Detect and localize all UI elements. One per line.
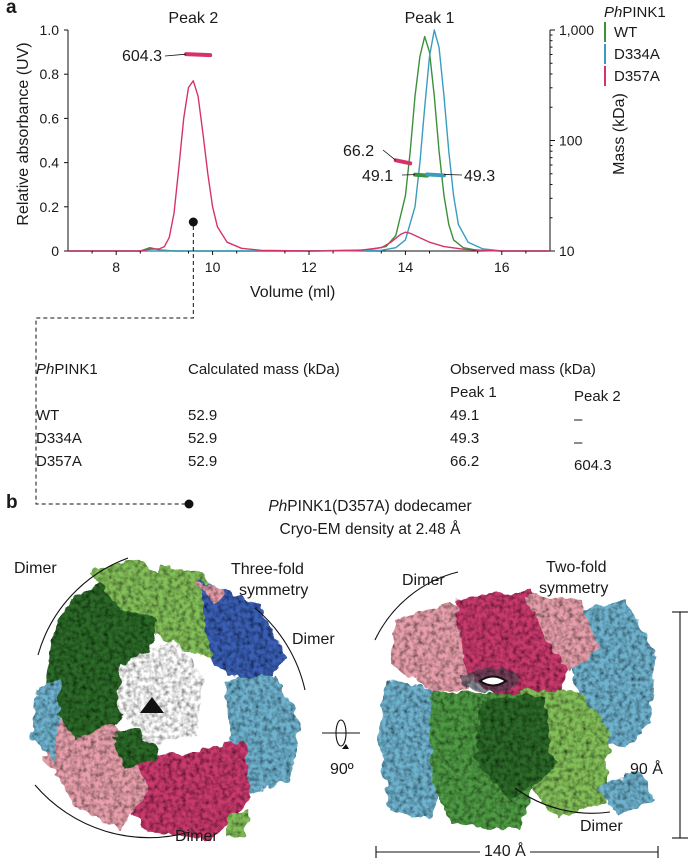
- left-dimer-label-right: Dimer: [292, 631, 335, 649]
- rotation-label: 90º: [330, 761, 354, 779]
- two-fold-label-line1: Two-fold: [546, 559, 606, 577]
- width-scale-label: 140 Å: [480, 843, 530, 861]
- two-fold-symmetry-lens-icon: [480, 677, 506, 686]
- right-dimer-label-top: Dimer: [402, 572, 445, 590]
- left-dimer-label-top: Dimer: [14, 560, 57, 578]
- height-scale-label: 90 Å: [630, 761, 663, 779]
- two-fold-label-line2: symmetry: [539, 580, 608, 598]
- two-fold-view-density: [378, 590, 655, 830]
- right-dimer-label-bottom: Dimer: [580, 818, 623, 836]
- left-dimer-label-bottom: Dimer: [175, 828, 218, 846]
- three-fold-view-density: [32, 560, 300, 840]
- three-fold-label-line2: symmetry: [239, 582, 308, 600]
- three-fold-label-line1: Three-fold: [231, 561, 304, 579]
- height-scale-bar: [672, 612, 688, 838]
- rotation-arrow-icon: [322, 720, 360, 749]
